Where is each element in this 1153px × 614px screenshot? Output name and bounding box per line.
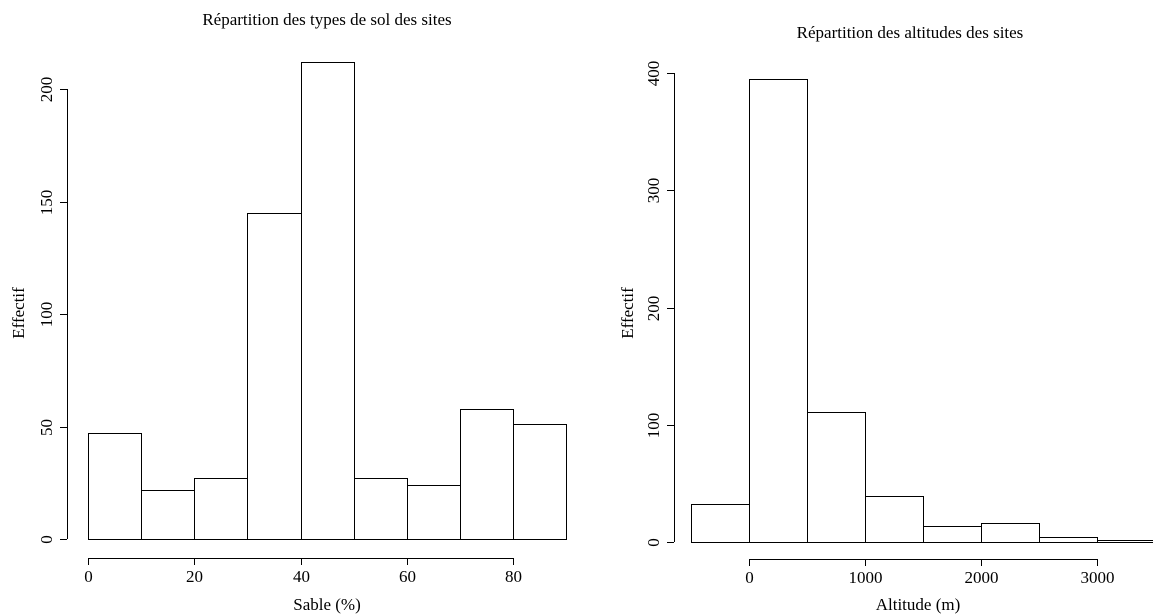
y-tick-label: 200	[644, 296, 663, 322]
histogram-bar	[807, 412, 866, 543]
y-tick-label: 0	[644, 538, 663, 547]
x-axis-label: Altitude (m)	[876, 595, 961, 614]
histogram-bar	[513, 424, 567, 540]
histogram-bar	[923, 526, 982, 543]
altitude-histogram: Répartition des altitudes des sites Alti…	[618, 23, 1153, 614]
x-axis-label: Sable (%)	[293, 595, 361, 614]
x-tick-label: 20	[186, 567, 203, 586]
histogram-bar	[1097, 540, 1153, 543]
x-tick-label: 40	[293, 567, 310, 586]
histogram-bar	[194, 478, 248, 540]
x-axis: 0 1000 2000 3000	[745, 559, 1115, 587]
y-tick-label: 0	[37, 535, 56, 544]
histogram-bar	[407, 485, 461, 540]
y-tick-label: 50	[37, 419, 56, 436]
y-tick-label: 100	[37, 302, 56, 328]
histogram-bar	[141, 490, 195, 540]
x-tick-label: 2000	[965, 568, 999, 587]
histogram-bar	[301, 62, 355, 540]
y-axis-label: Effectif	[618, 287, 637, 339]
bar-group	[691, 79, 1153, 543]
histogram-bar	[1039, 537, 1098, 543]
y-tick-label: 100	[644, 413, 663, 439]
x-tick-label: 3000	[1081, 568, 1115, 587]
y-tick-label: 200	[37, 77, 56, 103]
histogram-bar	[354, 478, 408, 540]
bar-group	[88, 62, 567, 540]
y-axis-label: Effectif	[9, 287, 28, 339]
y-axis: 0 100 200 300 400	[644, 61, 675, 547]
chart-title: Répartition des types de sol des sites	[202, 10, 451, 29]
y-axis: 0 50 100 150 200	[37, 77, 68, 544]
histogram-bar	[460, 409, 514, 540]
x-axis: 0 20 40 60 80	[84, 558, 522, 586]
histogram-bar	[981, 523, 1040, 543]
histogram-bar	[247, 213, 302, 540]
x-tick-label: 80	[505, 567, 522, 586]
histogram-bar	[865, 496, 924, 543]
x-tick-label: 60	[399, 567, 416, 586]
chart-title: Répartition des altitudes des sites	[797, 23, 1024, 42]
x-tick-label: 0	[84, 567, 93, 586]
histogram-bar	[691, 504, 750, 543]
sand-histogram: Répartition des types de sol des sites S…	[9, 10, 567, 614]
histogram-bar	[88, 433, 142, 540]
y-tick-label: 150	[37, 190, 56, 216]
y-tick-label: 400	[644, 61, 663, 87]
x-tick-label: 0	[745, 568, 754, 587]
x-tick-label: 1000	[849, 568, 883, 587]
histogram-bar	[749, 79, 808, 543]
y-tick-label: 300	[644, 178, 663, 204]
